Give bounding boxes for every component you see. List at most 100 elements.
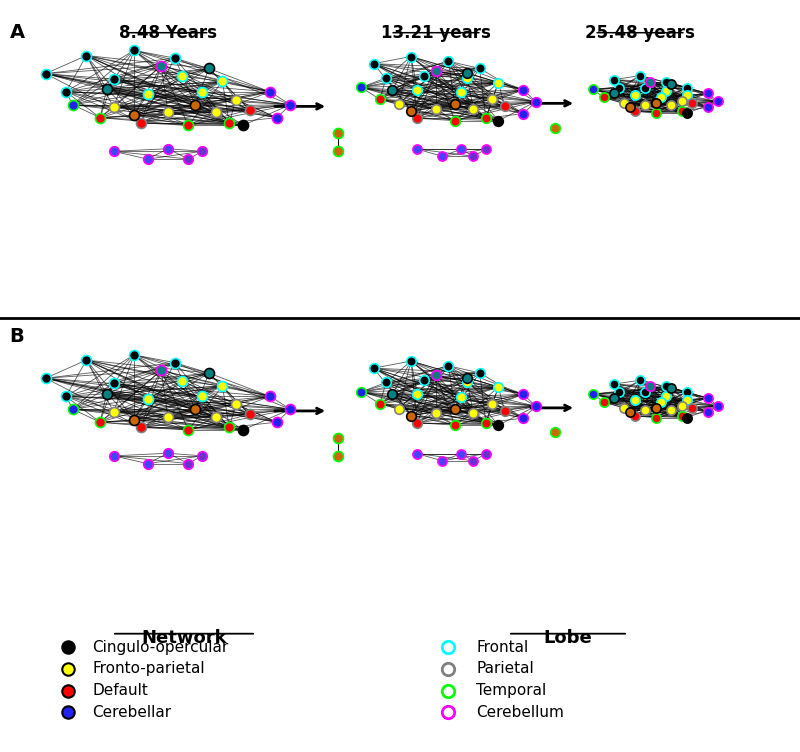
Point [629, 89, 642, 102]
Point [107, 406, 120, 418]
Point [169, 356, 182, 368]
Point [492, 381, 505, 393]
Point [712, 400, 725, 412]
Point [411, 417, 424, 429]
Point [436, 150, 449, 162]
Point [39, 68, 52, 80]
Point [650, 97, 662, 109]
Text: Frontal: Frontal [476, 640, 528, 655]
Point [162, 447, 174, 459]
Point [107, 73, 120, 85]
Point [461, 72, 474, 84]
Point [62, 684, 74, 696]
Point [608, 392, 621, 404]
Point [155, 365, 168, 377]
Text: Parietal: Parietal [476, 661, 534, 676]
Point [492, 114, 505, 126]
Point [479, 447, 492, 459]
Point [675, 400, 688, 412]
Point [142, 153, 154, 165]
Point [175, 70, 188, 82]
Point [182, 120, 195, 132]
Text: A: A [10, 23, 25, 41]
Point [467, 103, 480, 115]
Point [436, 455, 449, 467]
Point [374, 398, 386, 410]
Point [189, 403, 202, 415]
Point [60, 86, 73, 98]
Point [331, 432, 344, 444]
Point [650, 108, 662, 120]
Point [107, 378, 120, 390]
Point [665, 77, 678, 89]
Point [411, 143, 424, 155]
Point [66, 403, 79, 415]
Point [66, 99, 79, 111]
Point [675, 96, 688, 108]
Point [587, 388, 600, 400]
Point [162, 143, 174, 155]
Point [659, 390, 672, 402]
Point [182, 424, 195, 436]
Point [230, 398, 242, 410]
Point [659, 75, 672, 87]
Point [442, 706, 454, 718]
Point [405, 50, 418, 62]
Point [548, 426, 561, 438]
Point [182, 458, 195, 470]
Point [442, 684, 454, 696]
Point [530, 400, 542, 412]
Point [608, 87, 621, 99]
Point [665, 382, 678, 394]
Point [405, 410, 418, 422]
Point [155, 60, 168, 72]
Point [94, 416, 106, 428]
Point [618, 402, 630, 414]
Text: Cerebellum: Cerebellum [476, 705, 564, 720]
Point [654, 396, 667, 408]
Point [638, 99, 651, 111]
Point [243, 408, 256, 420]
Point [62, 706, 74, 718]
Point [142, 88, 154, 100]
Point [474, 62, 486, 74]
Point [417, 374, 430, 386]
Point [644, 380, 657, 392]
Point [686, 97, 698, 109]
Point [195, 450, 208, 462]
Point [448, 402, 461, 414]
Point [411, 83, 424, 96]
Point [195, 390, 208, 402]
Point [461, 371, 474, 384]
Text: Cingulo-opercular: Cingulo-opercular [92, 640, 228, 655]
Point [134, 117, 147, 129]
Point [94, 111, 106, 123]
Point [517, 388, 530, 400]
Point [454, 390, 467, 402]
Text: 8.48 Years: 8.48 Years [119, 23, 217, 41]
Point [448, 98, 461, 110]
Point [237, 424, 250, 436]
Point [665, 404, 678, 416]
Point [107, 102, 120, 114]
Point [430, 103, 442, 115]
Point [623, 406, 636, 418]
Point [182, 153, 195, 165]
Point [461, 377, 474, 389]
Point [380, 72, 393, 84]
Point [665, 99, 678, 111]
Point [374, 93, 386, 105]
Point [681, 108, 694, 120]
Point [107, 450, 120, 462]
Point [405, 105, 418, 117]
Point [448, 419, 461, 431]
Point [411, 388, 424, 400]
Point [128, 109, 141, 121]
Point [634, 70, 646, 82]
Point [430, 65, 442, 77]
Point [202, 367, 215, 379]
Point [492, 77, 505, 89]
Text: 13.21 years: 13.21 years [381, 23, 491, 41]
Point [467, 408, 480, 420]
Point [517, 83, 530, 96]
